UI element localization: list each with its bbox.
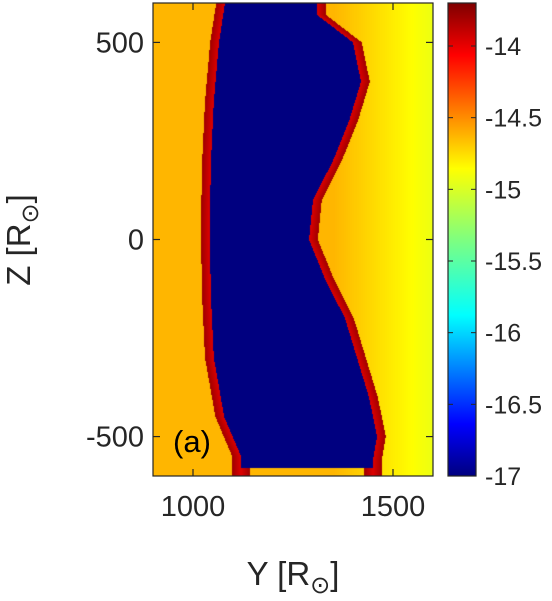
colorbar-tick-label: -14 <box>485 33 521 61</box>
panel-label: (a) <box>173 424 211 459</box>
colorbar-tick-label: -14.5 <box>485 105 542 133</box>
y-axis-title-main: Z [R <box>0 223 37 285</box>
colorbar-tick-label: -16.5 <box>485 391 542 419</box>
x-axis-title-sub: ⊙ <box>310 572 330 599</box>
y-axis-title: Z [R⊙] <box>0 194 44 286</box>
plot-area: 1000 1500 500 0 -500 (a) <box>86 2 434 523</box>
colorbar-gradient <box>447 2 477 477</box>
y-axis-title-sub: ⊙ <box>17 203 44 223</box>
colorbar-tick-label: -15 <box>485 176 521 204</box>
colorbar: -14 -14.5 -15 -15.5 -16 -16.5 -17 <box>447 2 542 491</box>
y-tick-label: 0 <box>128 225 144 257</box>
x-axis-title: Y [R⊙] <box>247 555 340 599</box>
x-tick-label: 1500 <box>361 491 426 523</box>
svg-text:Z [R⊙]: Z [R⊙] <box>0 194 44 286</box>
colorbar-tick-label: -17 <box>485 463 521 491</box>
y-tick-label: -500 <box>86 422 144 454</box>
x-axis-title-main: Y [R <box>247 555 311 592</box>
svg-text:Y [R⊙]: Y [R⊙] <box>247 555 340 599</box>
heatmap-image <box>153 3 433 476</box>
colorbar-tick-label: -16 <box>485 320 521 348</box>
y-axis-title-close: ] <box>0 194 37 203</box>
y-tick-label: 500 <box>96 27 144 59</box>
colorbar-ticks: -14 -14.5 -15 -15.5 -16 -16.5 -17 <box>448 33 542 491</box>
colorbar-tick-label: -15.5 <box>485 248 542 276</box>
y-axis-ticks: 500 0 -500 <box>86 27 433 454</box>
x-tick-label: 1000 <box>161 491 226 523</box>
x-axis-ticks: 1000 1500 <box>161 3 426 523</box>
x-axis-title-close: ] <box>330 555 339 592</box>
